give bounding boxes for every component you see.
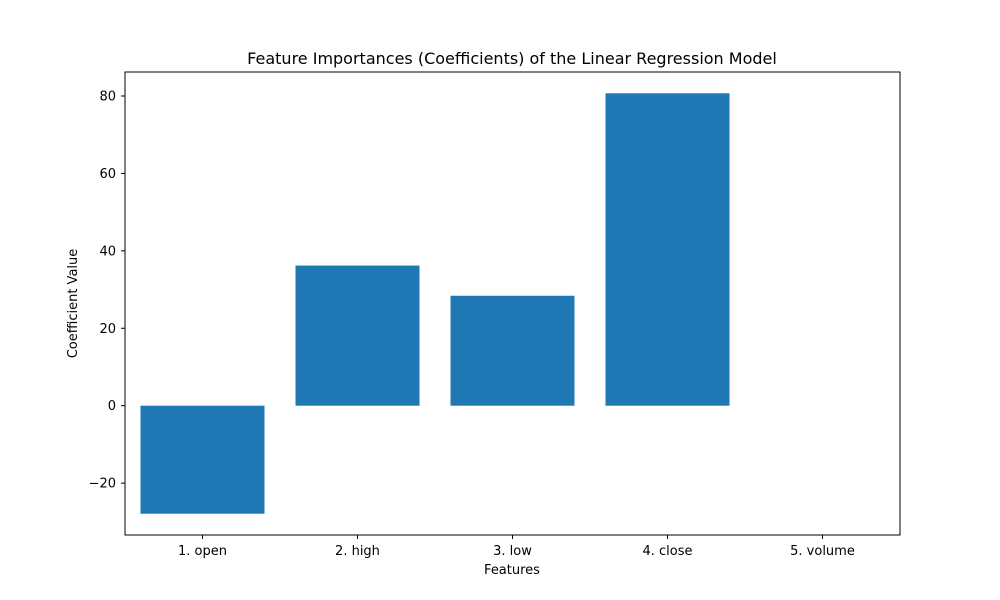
bar-1 — [140, 405, 265, 514]
y-axis-label: Coefficient Value — [66, 249, 81, 359]
bar-3 — [450, 295, 575, 406]
y-tick-label: 60 — [99, 167, 116, 182]
y-tick-label: 0 — [108, 399, 116, 414]
x-axis-label: Features — [484, 563, 540, 578]
chart-title: Feature Importances (Coefficients) of th… — [247, 49, 777, 68]
y-tick-label: 20 — [99, 322, 116, 337]
x-tick-label: 4. close — [642, 544, 692, 559]
y-tick-label: 40 — [99, 244, 116, 259]
x-tick-label: 3. low — [493, 544, 532, 559]
y-axis-ticks: −20 0 20 40 60 80 — [89, 90, 125, 492]
x-tick-label: 1. open — [178, 544, 227, 559]
y-tick-label: 80 — [99, 90, 116, 105]
plot-frame — [124, 71, 901, 536]
x-tick-label: 5. volume — [790, 544, 855, 559]
bars-layer — [140, 93, 730, 514]
x-tick-label: 2. high — [335, 544, 380, 559]
bar-4 — [605, 93, 730, 406]
bar-2 — [295, 265, 420, 406]
y-tick-label: −20 — [89, 477, 116, 492]
x-axis-ticks: 1. open 2. high 3. low 4. close 5. volume — [178, 535, 855, 559]
